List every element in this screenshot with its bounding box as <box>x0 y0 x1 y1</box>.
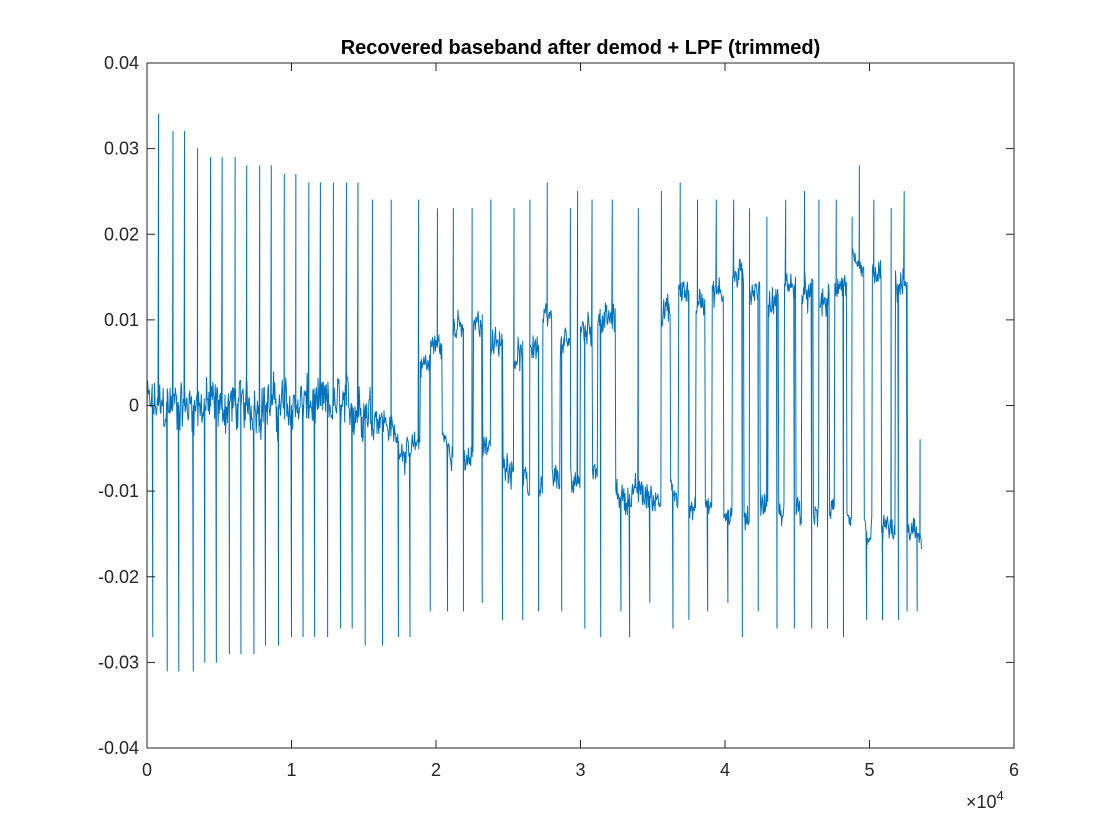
y-tick-label: -0.01 <box>98 481 139 501</box>
x-tick-label: 1 <box>286 760 296 780</box>
series-layer <box>146 113 923 672</box>
y-tick-label: 0.02 <box>104 224 139 244</box>
x-tick-label: 3 <box>575 760 585 780</box>
x-tick-label: 5 <box>864 760 874 780</box>
x-tick-label: 6 <box>1009 760 1019 780</box>
ticks-layer: 0 1 2 3 4 5 6 -0.04 -0.03 -0.02 -0.01 0 0.01 0.02 0.03… <box>98 53 1019 780</box>
y-tick-label: 0.03 <box>104 139 139 159</box>
x-axis-exponent-label: ×104 <box>966 788 1004 812</box>
series-line <box>146 113 923 672</box>
y-tick-label: 0.04 <box>104 53 139 73</box>
y-tick-label: 0.01 <box>104 310 139 330</box>
chart-title: Recovered baseband after demod + LPF (tr… <box>341 37 821 59</box>
x-tick-label: 0 <box>142 760 152 780</box>
x-tick-label: 2 <box>431 760 441 780</box>
y-tick-label: 0 <box>129 396 139 416</box>
x-exponent-power: 4 <box>997 788 1004 803</box>
y-tick-label: -0.03 <box>98 652 139 672</box>
x-tick-label: 4 <box>720 760 730 780</box>
x-exponent-base: ×10 <box>966 792 997 812</box>
y-tick-label: -0.02 <box>98 567 139 587</box>
y-tick-label: -0.04 <box>98 738 139 758</box>
